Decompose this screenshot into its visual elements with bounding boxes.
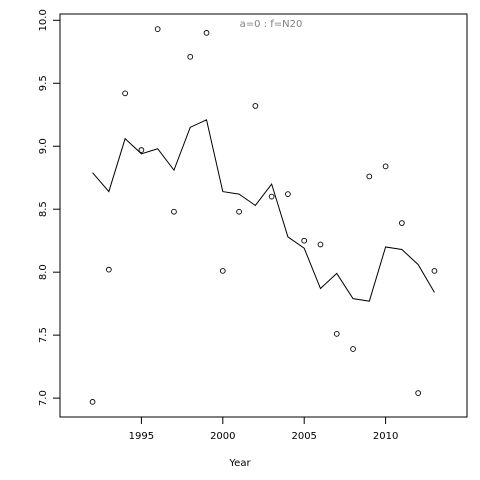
y-tick-label: 7.5 bbox=[38, 327, 49, 343]
data-point bbox=[415, 390, 422, 396]
x-tick-label: 2000 bbox=[210, 431, 235, 442]
data-point bbox=[285, 191, 291, 197]
y-tick-label: 8.5 bbox=[38, 201, 49, 217]
x-tick-label: 1995 bbox=[129, 431, 154, 442]
data-point bbox=[382, 163, 389, 170]
y-tick-label: 10.0 bbox=[38, 9, 49, 31]
x-axis-label: Year bbox=[228, 458, 251, 469]
data-point bbox=[333, 331, 340, 337]
y-tick-label: 9.0 bbox=[38, 138, 49, 154]
data-point bbox=[350, 346, 356, 352]
data-point bbox=[431, 268, 438, 274]
x-tick-label: 2005 bbox=[291, 431, 316, 442]
data-point bbox=[252, 103, 259, 109]
y-tick-label: 9.5 bbox=[38, 75, 49, 91]
trend-line bbox=[92, 119, 435, 302]
data-point bbox=[171, 208, 177, 215]
data-point bbox=[105, 266, 112, 273]
data-point bbox=[366, 173, 373, 180]
y-tick-label: 7.0 bbox=[38, 390, 49, 406]
data-point bbox=[219, 268, 226, 274]
plot-frame bbox=[59, 13, 468, 418]
data-point bbox=[122, 90, 128, 97]
data-point bbox=[268, 193, 275, 200]
data-point bbox=[154, 26, 161, 32]
data-point bbox=[138, 147, 145, 153]
annotation: a=0 : f=N20 bbox=[240, 19, 303, 30]
data-point bbox=[399, 220, 405, 226]
data-point bbox=[89, 399, 96, 405]
data-point bbox=[317, 241, 324, 248]
y-tick-label: 8.0 bbox=[38, 264, 49, 280]
data-point bbox=[187, 53, 194, 60]
data-point bbox=[203, 30, 210, 36]
x-tick-label: 2010 bbox=[373, 431, 398, 442]
data-point bbox=[301, 237, 308, 244]
data-point bbox=[236, 208, 242, 215]
